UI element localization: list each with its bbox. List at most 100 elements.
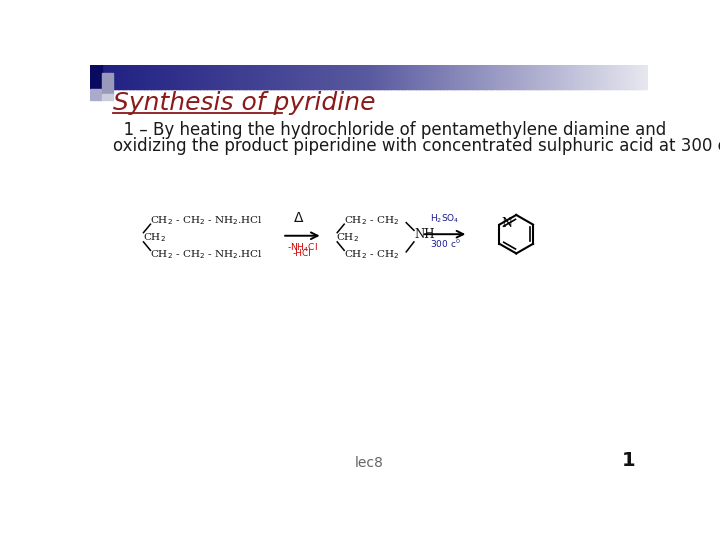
Bar: [305, 65, 307, 90]
Bar: [626, 65, 628, 90]
Bar: [243, 65, 246, 90]
Bar: [171, 65, 173, 90]
Bar: [590, 65, 592, 90]
Bar: [560, 65, 562, 90]
Text: 300 c$^0$: 300 c$^0$: [430, 238, 460, 251]
Bar: [127, 65, 130, 90]
Bar: [438, 65, 441, 90]
Bar: [623, 65, 625, 90]
Bar: [514, 65, 516, 90]
Bar: [459, 65, 462, 90]
Bar: [500, 65, 503, 90]
Bar: [402, 65, 405, 90]
Bar: [482, 65, 484, 90]
Bar: [365, 65, 367, 90]
Bar: [440, 65, 442, 90]
Bar: [351, 65, 353, 90]
Bar: [498, 65, 500, 90]
Bar: [255, 65, 257, 90]
Bar: [574, 65, 576, 90]
Bar: [327, 65, 329, 90]
Bar: [295, 65, 297, 90]
Bar: [542, 65, 544, 90]
Bar: [638, 65, 640, 90]
Bar: [572, 65, 575, 90]
Bar: [258, 65, 261, 90]
Bar: [90, 65, 92, 90]
Bar: [280, 65, 282, 90]
Bar: [277, 65, 279, 90]
Bar: [284, 65, 286, 90]
Bar: [344, 65, 346, 90]
Bar: [422, 65, 424, 90]
Bar: [645, 65, 647, 90]
Bar: [471, 65, 473, 90]
Bar: [97, 65, 99, 90]
Bar: [517, 65, 519, 90]
Bar: [608, 65, 610, 90]
Bar: [111, 65, 113, 90]
Bar: [121, 65, 123, 90]
Bar: [496, 65, 498, 90]
Bar: [249, 65, 251, 90]
Bar: [347, 65, 349, 90]
Bar: [343, 65, 345, 90]
Bar: [154, 65, 156, 90]
Bar: [215, 65, 217, 90]
Bar: [306, 65, 308, 90]
Bar: [562, 65, 564, 90]
Bar: [203, 65, 205, 90]
Bar: [236, 65, 238, 90]
Bar: [539, 65, 541, 90]
Bar: [225, 65, 228, 90]
Bar: [489, 65, 491, 90]
Bar: [168, 65, 171, 90]
Bar: [405, 65, 408, 90]
Bar: [368, 65, 370, 90]
Bar: [581, 65, 583, 90]
Bar: [384, 65, 387, 90]
Bar: [238, 65, 240, 90]
Bar: [453, 65, 455, 90]
Bar: [359, 65, 361, 90]
Bar: [300, 65, 302, 90]
Bar: [451, 65, 454, 90]
Text: $\Delta$: $\Delta$: [293, 211, 304, 225]
Bar: [493, 65, 495, 90]
Bar: [395, 65, 397, 90]
Bar: [199, 65, 201, 90]
Bar: [324, 65, 327, 90]
Bar: [267, 65, 269, 90]
Bar: [104, 65, 106, 90]
Text: H$_2$SO$_4$: H$_2$SO$_4$: [430, 212, 460, 225]
Bar: [410, 65, 412, 90]
Bar: [143, 65, 145, 90]
Text: CH$_2$ - CH$_2$: CH$_2$ - CH$_2$: [344, 214, 400, 227]
Bar: [184, 65, 186, 90]
Bar: [567, 65, 570, 90]
Bar: [240, 65, 243, 90]
Bar: [435, 65, 437, 90]
Bar: [490, 65, 492, 90]
Bar: [147, 65, 149, 90]
Bar: [361, 65, 363, 90]
Bar: [331, 65, 333, 90]
Bar: [334, 65, 336, 90]
Bar: [441, 65, 444, 90]
Bar: [398, 65, 400, 90]
Bar: [523, 65, 525, 90]
Bar: [468, 65, 470, 90]
Bar: [617, 65, 619, 90]
Bar: [549, 65, 551, 90]
Bar: [161, 65, 163, 90]
Bar: [389, 65, 391, 90]
Bar: [102, 94, 113, 100]
Bar: [547, 65, 550, 90]
Bar: [394, 65, 396, 90]
Bar: [125, 65, 127, 90]
Bar: [354, 65, 356, 90]
Bar: [485, 65, 487, 90]
Bar: [521, 65, 523, 90]
Bar: [599, 65, 601, 90]
Bar: [176, 65, 179, 90]
